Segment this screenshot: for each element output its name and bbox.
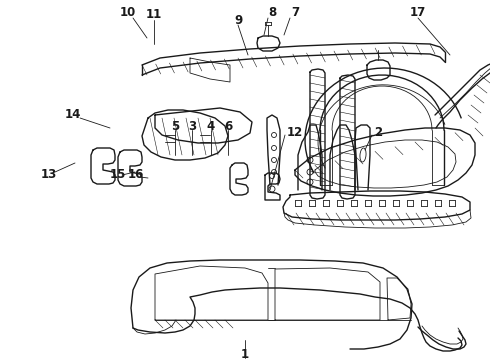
Text: 5: 5 — [171, 121, 179, 134]
Text: 1: 1 — [241, 348, 249, 360]
Text: 16: 16 — [128, 168, 144, 181]
Text: 14: 14 — [65, 108, 81, 122]
Text: 2: 2 — [374, 126, 382, 139]
Text: 11: 11 — [146, 9, 162, 22]
Text: 6: 6 — [224, 121, 232, 134]
Text: 4: 4 — [207, 121, 215, 134]
Text: 3: 3 — [188, 121, 196, 134]
Text: 17: 17 — [410, 5, 426, 18]
Text: 7: 7 — [291, 5, 299, 18]
Text: 15: 15 — [110, 168, 126, 181]
Text: 12: 12 — [287, 126, 303, 139]
Text: 8: 8 — [268, 5, 276, 18]
Text: 13: 13 — [41, 168, 57, 181]
Text: 10: 10 — [120, 5, 136, 18]
Text: 9: 9 — [234, 13, 242, 27]
